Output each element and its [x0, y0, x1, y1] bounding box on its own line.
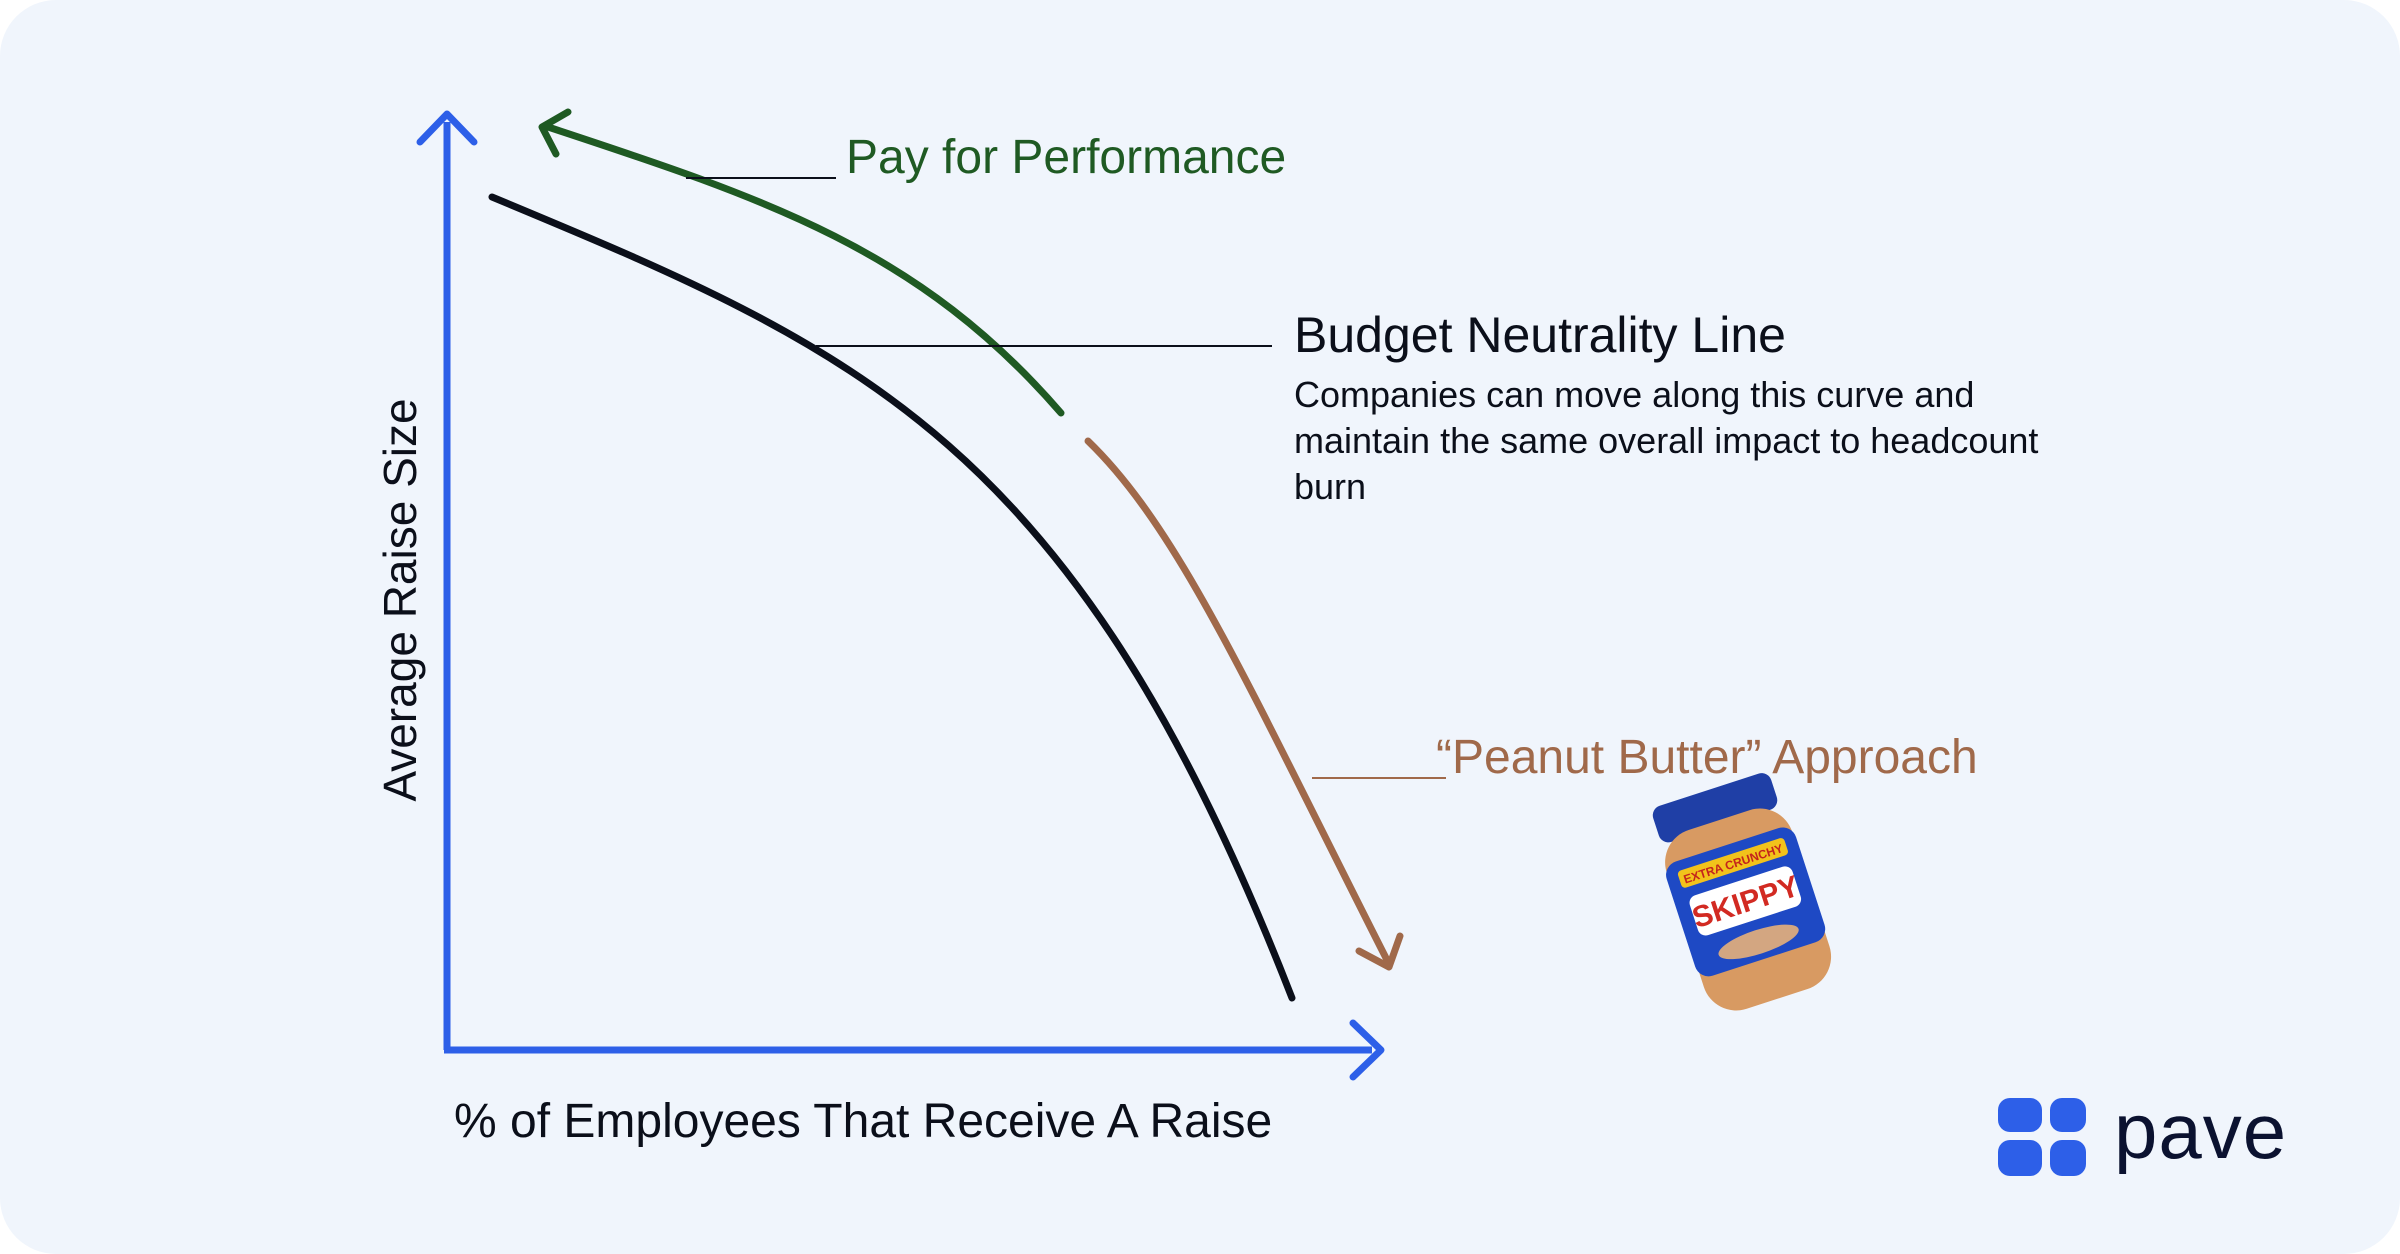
- budget-neutrality-curve: [488, 193, 1296, 1002]
- peanut-butter-arrowhead: [1355, 932, 1404, 971]
- pave-logo-icon: [1998, 1098, 2086, 1176]
- pay-for-performance-arrowhead: [538, 108, 572, 158]
- pay-for-performance-arrow: [541, 122, 1065, 417]
- budget-neutrality-description: Companies can move along this curve and …: [1294, 374, 2039, 507]
- y-axis-label: Average Raise Size: [374, 398, 426, 802]
- peanut-butter-label: “Peanut Butter” Approach: [1436, 731, 1978, 784]
- peanut-butter-jar-icon: EXTRA CRUNCHY SKIPPY: [1652, 773, 1832, 1011]
- budget-neutrality-title: Budget Neutrality Line: [1294, 307, 1786, 363]
- pave-logo-wordmark: pave: [2114, 1087, 2288, 1175]
- peanut-butter-arrow: [1084, 437, 1392, 966]
- y-axis-arrowhead: [416, 110, 478, 146]
- pay-for-performance-label: Pay for Performance: [846, 131, 1287, 184]
- x-axis-label: % of Employees That Receive A Raise: [454, 1095, 1273, 1148]
- x-axis-arrowhead: [1349, 1019, 1385, 1081]
